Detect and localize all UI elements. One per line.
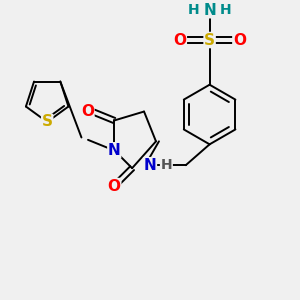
- Text: O: O: [81, 104, 94, 119]
- Text: O: O: [233, 32, 246, 47]
- Text: S: S: [42, 115, 53, 130]
- Text: S: S: [204, 32, 215, 47]
- Text: O: O: [108, 178, 121, 194]
- Text: N: N: [203, 3, 216, 18]
- Text: H: H: [188, 3, 199, 17]
- Text: O: O: [173, 32, 186, 47]
- Text: H: H: [220, 3, 232, 17]
- Text: N: N: [144, 158, 156, 173]
- Text: H: H: [160, 158, 172, 172]
- Text: N: N: [108, 143, 121, 158]
